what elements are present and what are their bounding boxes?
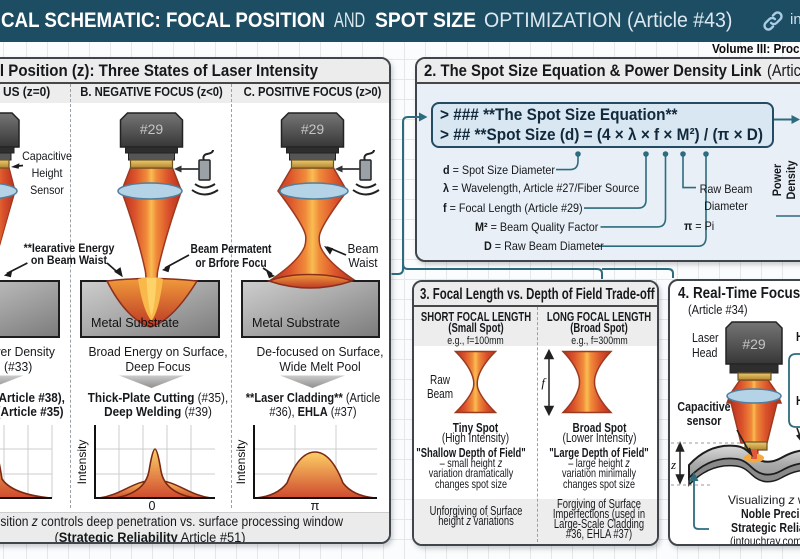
svg-text:#29: #29 xyxy=(140,121,164,137)
svg-text:z: z xyxy=(670,457,676,472)
svg-text:π: π xyxy=(311,498,320,511)
svg-text:#29: #29 xyxy=(742,336,766,352)
svg-text:#29: #29 xyxy=(301,121,325,137)
svg-text:0: 0 xyxy=(149,499,156,511)
svg-text:Metal Substrate: Metal Substrate xyxy=(91,315,179,330)
svg-text:Intensity: Intensity xyxy=(234,440,248,485)
svg-text:Intensity: Intensity xyxy=(75,440,89,485)
svg-text:Metal Substrate: Metal Substrate xyxy=(252,315,340,330)
svg-text:f: f xyxy=(541,375,547,390)
